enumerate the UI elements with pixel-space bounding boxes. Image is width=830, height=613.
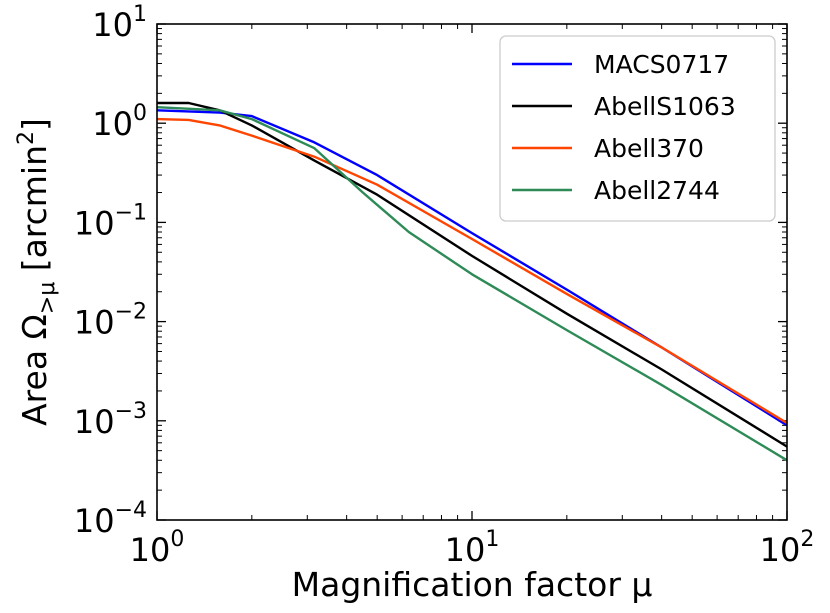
plot-frame bbox=[156, 23, 788, 521]
x-tick-label: 101 bbox=[445, 527, 500, 569]
y-tick-label: 10−3 bbox=[74, 399, 147, 441]
y-axis-label-subscript: >μ bbox=[35, 282, 60, 314]
legend-label-abell2744: Abell2744 bbox=[594, 176, 720, 205]
x-tick-label: 102 bbox=[760, 527, 815, 569]
y-tick-label: 10−1 bbox=[74, 200, 147, 242]
x-tick-label: 100 bbox=[130, 527, 185, 569]
y-axis-label-main: Area Ω bbox=[15, 314, 54, 426]
tick-labels-layer: 100 101 102 10−4 10−3 10−2 10−1 100 101 bbox=[74, 2, 815, 569]
series-line-abell2744 bbox=[156, 106, 788, 462]
legend-label-abell370: Abell370 bbox=[594, 134, 704, 163]
y-axis-label-unit: [arcmin bbox=[15, 145, 54, 282]
y-tick-label: 10−2 bbox=[74, 300, 147, 342]
legend-box bbox=[499, 35, 776, 222]
y-axis-label-unit-sup: 2 bbox=[14, 131, 39, 145]
x-axis-label: Magnification factor μ bbox=[292, 565, 653, 604]
legend-label-abells1063: AbellS1063 bbox=[594, 92, 736, 121]
series-layer bbox=[156, 101, 788, 462]
y-tick-label: 101 bbox=[92, 2, 147, 44]
legend-label-macs0717: MACS0717 bbox=[594, 50, 729, 79]
y-axis-label: Area Ω>μ [arcmin2] bbox=[14, 118, 60, 426]
legend-items: MACS0717 AbellS1063 Abell370 Abell2744 bbox=[512, 50, 736, 205]
legend: MACS0717 AbellS1063 Abell370 Abell2744 bbox=[499, 35, 776, 222]
series-line-abell370 bbox=[156, 117, 788, 425]
y-axis-label-unit-end: ] bbox=[15, 118, 54, 131]
y-tick-label: 10−4 bbox=[74, 498, 147, 540]
y-tick-label: 100 bbox=[92, 101, 147, 143]
